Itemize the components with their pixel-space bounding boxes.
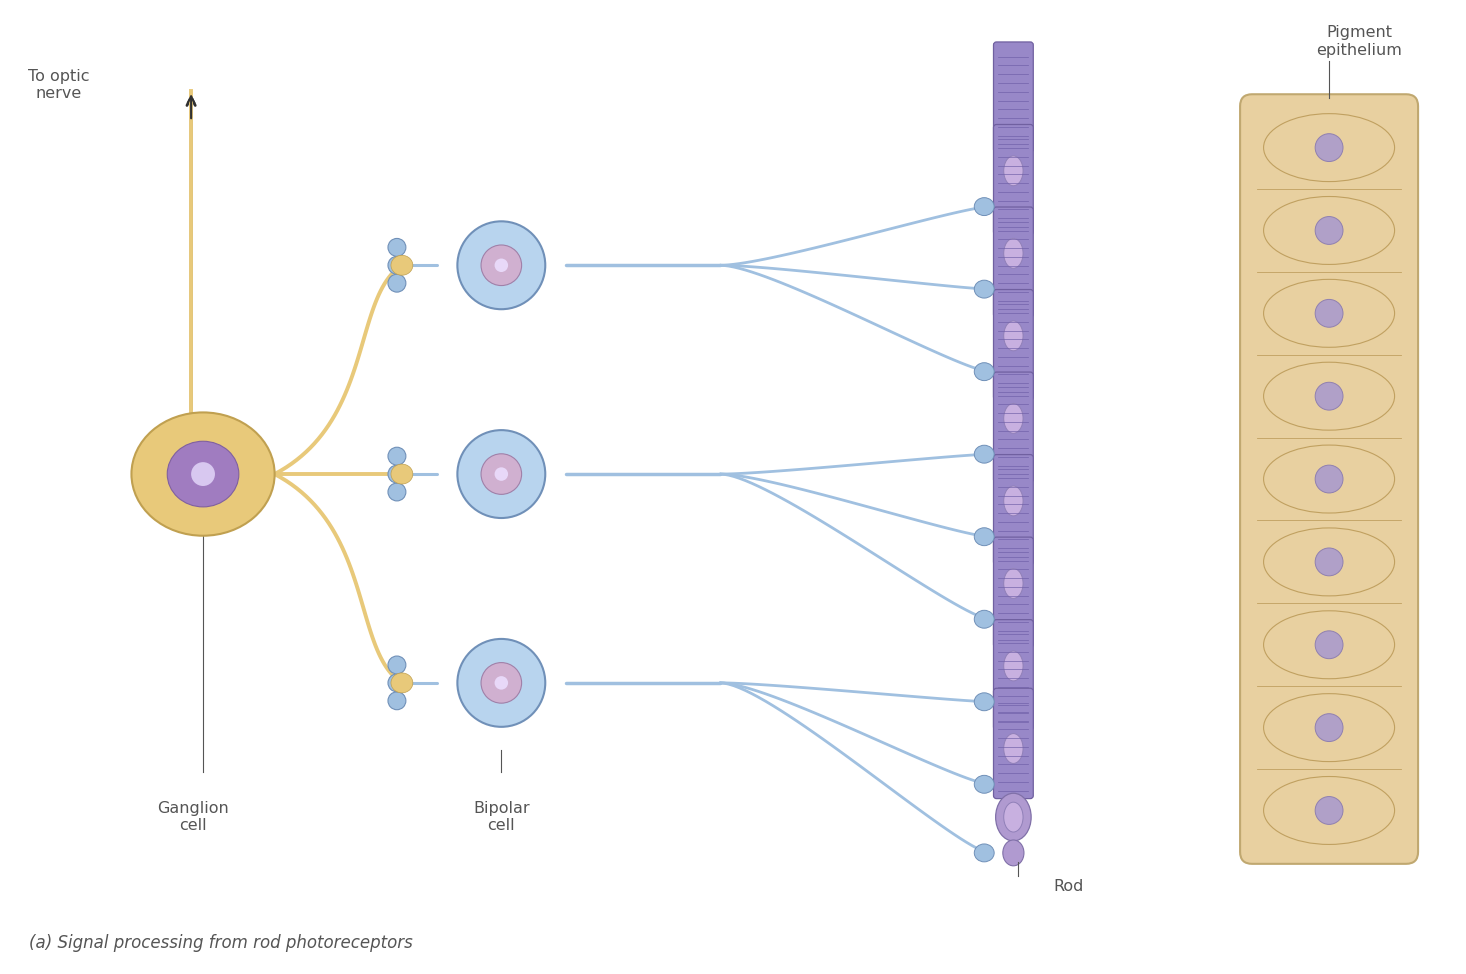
Text: To optic
nerve: To optic nerve <box>28 69 89 101</box>
FancyBboxPatch shape <box>994 125 1034 235</box>
Ellipse shape <box>1004 569 1023 598</box>
Ellipse shape <box>995 147 1031 195</box>
Ellipse shape <box>975 445 994 463</box>
Ellipse shape <box>388 483 406 501</box>
Ellipse shape <box>391 465 413 484</box>
Ellipse shape <box>975 611 994 628</box>
Ellipse shape <box>167 441 239 506</box>
Ellipse shape <box>995 642 1031 690</box>
Ellipse shape <box>1315 631 1343 658</box>
Ellipse shape <box>388 656 406 674</box>
Ellipse shape <box>995 725 1031 772</box>
FancyBboxPatch shape <box>994 689 1034 799</box>
Ellipse shape <box>1315 466 1343 493</box>
Ellipse shape <box>388 447 406 466</box>
Ellipse shape <box>995 312 1031 359</box>
Ellipse shape <box>1003 524 1023 549</box>
Ellipse shape <box>1003 840 1023 866</box>
Ellipse shape <box>191 462 216 486</box>
Ellipse shape <box>391 255 413 276</box>
Ellipse shape <box>457 639 545 727</box>
Ellipse shape <box>1315 548 1343 576</box>
Ellipse shape <box>1004 321 1023 351</box>
Ellipse shape <box>975 198 994 215</box>
Ellipse shape <box>132 412 274 536</box>
Ellipse shape <box>494 468 509 481</box>
Ellipse shape <box>1003 689 1023 715</box>
Ellipse shape <box>388 275 406 292</box>
Ellipse shape <box>1004 803 1023 832</box>
FancyBboxPatch shape <box>994 207 1034 318</box>
FancyBboxPatch shape <box>994 289 1034 400</box>
Ellipse shape <box>481 454 522 495</box>
Ellipse shape <box>995 793 1031 841</box>
Ellipse shape <box>1264 280 1394 348</box>
FancyBboxPatch shape <box>994 372 1034 482</box>
Ellipse shape <box>995 230 1031 278</box>
Ellipse shape <box>1315 133 1343 162</box>
Ellipse shape <box>494 676 509 690</box>
Ellipse shape <box>1315 216 1343 244</box>
Ellipse shape <box>388 674 406 692</box>
Ellipse shape <box>1264 114 1394 181</box>
Ellipse shape <box>1315 714 1343 741</box>
FancyBboxPatch shape <box>994 537 1034 648</box>
Ellipse shape <box>975 362 994 381</box>
Ellipse shape <box>388 466 406 483</box>
Ellipse shape <box>1003 607 1023 632</box>
Ellipse shape <box>1003 277 1023 302</box>
FancyBboxPatch shape <box>994 619 1034 730</box>
Ellipse shape <box>457 221 545 309</box>
Text: Rod: Rod <box>1053 880 1083 894</box>
Ellipse shape <box>975 281 994 298</box>
Ellipse shape <box>1264 776 1394 844</box>
FancyBboxPatch shape <box>994 42 1034 152</box>
FancyBboxPatch shape <box>1240 94 1418 864</box>
Ellipse shape <box>391 673 413 693</box>
Ellipse shape <box>388 239 406 256</box>
Ellipse shape <box>1003 358 1023 385</box>
Ellipse shape <box>1315 797 1343 824</box>
Ellipse shape <box>1003 441 1023 468</box>
Ellipse shape <box>1003 194 1023 219</box>
Ellipse shape <box>995 560 1031 608</box>
Ellipse shape <box>1264 693 1394 762</box>
FancyBboxPatch shape <box>994 455 1034 565</box>
Ellipse shape <box>1264 611 1394 679</box>
Ellipse shape <box>1004 733 1023 764</box>
Ellipse shape <box>975 775 994 793</box>
Ellipse shape <box>995 477 1031 525</box>
Ellipse shape <box>1003 771 1023 798</box>
Ellipse shape <box>388 692 406 710</box>
Ellipse shape <box>1264 197 1394 265</box>
Ellipse shape <box>1315 382 1343 410</box>
Ellipse shape <box>388 256 406 275</box>
Ellipse shape <box>1264 528 1394 596</box>
Ellipse shape <box>1004 486 1023 516</box>
Ellipse shape <box>457 431 545 518</box>
Ellipse shape <box>975 528 994 545</box>
Ellipse shape <box>975 693 994 711</box>
Text: Ganglion
cell: Ganglion cell <box>157 801 229 834</box>
Ellipse shape <box>1004 403 1023 433</box>
Ellipse shape <box>1004 651 1023 681</box>
Ellipse shape <box>1264 445 1394 513</box>
Text: Pigment
epithelium: Pigment epithelium <box>1316 25 1401 57</box>
Ellipse shape <box>1004 239 1023 268</box>
Ellipse shape <box>975 843 994 862</box>
Text: Bipolar
cell: Bipolar cell <box>474 801 529 834</box>
Ellipse shape <box>481 662 522 703</box>
Ellipse shape <box>1004 156 1023 186</box>
Ellipse shape <box>1315 299 1343 327</box>
Ellipse shape <box>995 394 1031 442</box>
Ellipse shape <box>494 258 509 272</box>
Ellipse shape <box>1264 362 1394 431</box>
Text: (a) Signal processing from rod photoreceptors: (a) Signal processing from rod photorece… <box>29 934 413 953</box>
Ellipse shape <box>481 245 522 285</box>
